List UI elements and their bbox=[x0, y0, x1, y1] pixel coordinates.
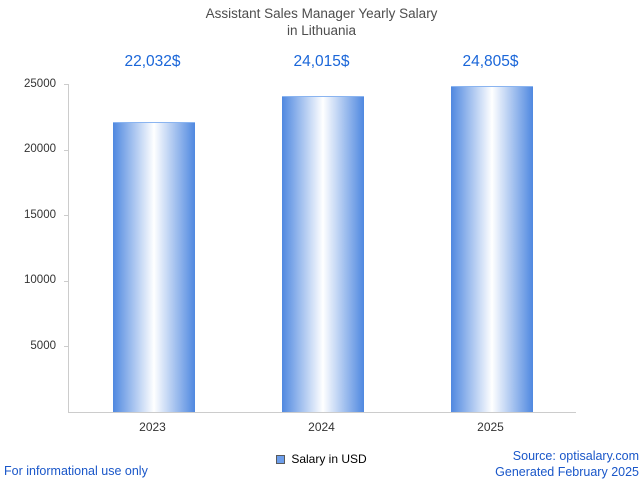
y-tick-mark bbox=[64, 84, 68, 85]
x-axis-labels: 2023 2024 2025 bbox=[68, 420, 575, 436]
bar-2023 bbox=[112, 122, 195, 412]
chart-title: Assistant Sales Manager Yearly Salary in… bbox=[0, 5, 643, 39]
bar-2025 bbox=[450, 86, 533, 412]
y-tick-label-25000: 25000 bbox=[24, 77, 56, 90]
y-tick-mark bbox=[64, 149, 68, 151]
y-tick-mark bbox=[64, 215, 68, 217]
x-axis-label-2025: 2025 bbox=[477, 420, 504, 434]
legend-label: Salary in USD bbox=[291, 452, 367, 466]
value-label-2024: 24,015$ bbox=[293, 53, 350, 70]
legend-swatch-icon bbox=[276, 454, 286, 464]
y-tick-label-5000: 5000 bbox=[30, 339, 56, 352]
bar-2024 bbox=[281, 96, 364, 412]
y-tick-mark bbox=[64, 346, 68, 348]
value-label-2023: 22,032$ bbox=[124, 53, 181, 70]
disclaimer-text: For informational use only bbox=[4, 464, 148, 478]
y-tick-mark bbox=[64, 280, 68, 282]
y-tick-label-20000: 20000 bbox=[24, 143, 56, 156]
x-axis-label-2024: 2024 bbox=[308, 420, 335, 434]
source-link[interactable]: Source: optisalary.com bbox=[512, 449, 639, 463]
y-tick-label-10000: 10000 bbox=[24, 274, 56, 287]
x-axis-label-2023: 2023 bbox=[139, 420, 166, 434]
y-axis-tick-labels: 5000 10000 15000 20000 25000 bbox=[0, 78, 62, 412]
chart-title-line1: Assistant Sales Manager Yearly Salary bbox=[205, 6, 438, 21]
plot-area bbox=[64, 84, 576, 413]
value-label-2025: 24,805$ bbox=[462, 53, 519, 70]
generated-date: Generated February 2025 bbox=[495, 465, 639, 479]
value-labels-row: 22,032$ 24,015$ 24,805$ bbox=[68, 53, 575, 75]
y-tick-label-15000: 15000 bbox=[24, 208, 56, 221]
source-info: Source: optisalary.com Generated Februar… bbox=[495, 448, 639, 480]
legend: Salary in USD bbox=[0, 452, 643, 466]
chart-title-line2: in Lithuania bbox=[286, 23, 357, 38]
